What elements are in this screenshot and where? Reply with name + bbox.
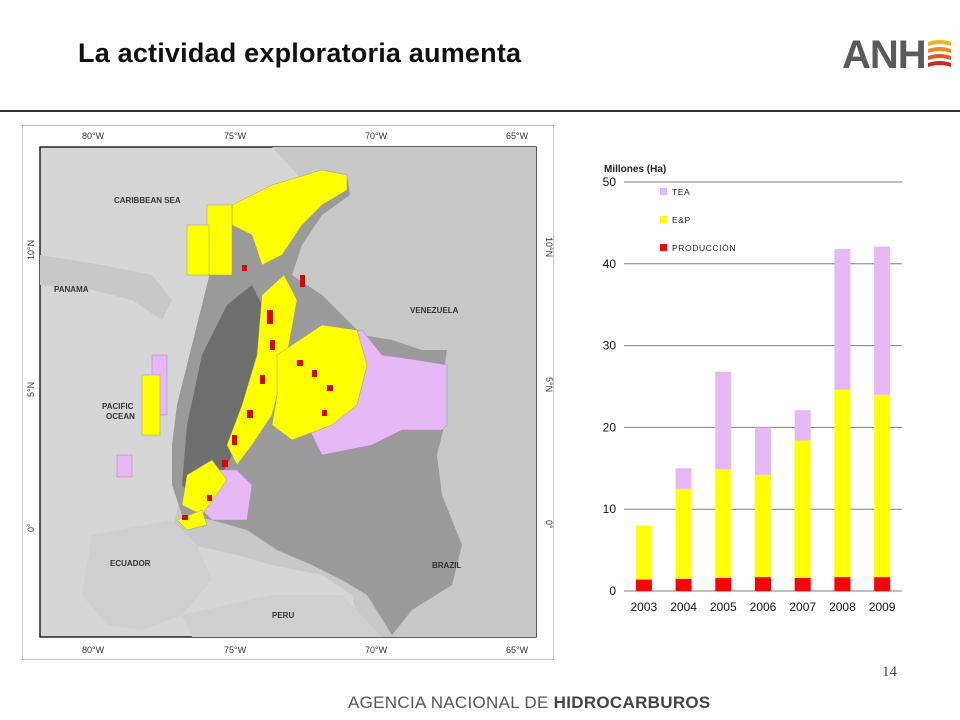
bar-segment: [834, 249, 851, 390]
place-panama: PANAMA: [54, 285, 89, 294]
bar-segment: [715, 371, 732, 470]
y-tick-label: 50: [603, 175, 617, 189]
bar-segment: [635, 525, 652, 580]
legend-label: TEA: [672, 187, 690, 197]
place-pacific: PACIFIC: [102, 402, 134, 411]
lat-label-left: 5°N: [26, 382, 36, 397]
x-tick-label: 2004: [670, 600, 697, 614]
bar-segment: [675, 578, 692, 591]
anh-flame-icon: [928, 40, 951, 67]
place-caribbean-sea: CARIBBEAN SEA: [114, 196, 181, 205]
y-axis-label: Millones (Ha): [604, 164, 666, 175]
bar-segment: [675, 468, 692, 489]
bar-segment: [755, 577, 771, 591]
bar-segment: [794, 410, 811, 441]
place-ecuador: ECUADOR: [110, 559, 151, 568]
bar-segment: [874, 394, 891, 578]
andes-relief: [182, 285, 272, 505]
lon-label-bottom: 80°W: [82, 645, 105, 655]
colombia-blocks-map: 80°W 75°W 70°W 65°W 80°W 75°W 70°W 65°W …: [22, 125, 554, 660]
bar-segment: [834, 389, 851, 578]
bar-segment: [715, 577, 732, 591]
peru-land: [182, 595, 382, 637]
bar-segment: [834, 577, 851, 591]
x-tick-label: 2006: [750, 600, 777, 614]
y-tick-label: 0: [609, 584, 616, 598]
bar-segment: [794, 440, 811, 578]
legend-label: E&P: [672, 215, 691, 225]
lon-label-top: 70°W: [365, 131, 388, 141]
lon-label-top: 80°W: [82, 131, 105, 141]
bar-segment: [874, 577, 891, 591]
bar-segment: [675, 488, 692, 579]
place-peru: PERU: [272, 611, 294, 620]
legend-swatch: [660, 216, 667, 223]
lon-label-top: 75°W: [224, 131, 247, 141]
lat-label-left: 0°: [26, 523, 36, 532]
x-tick-label: 2005: [710, 600, 737, 614]
legend-label: PRODUCCIÓN: [672, 243, 736, 253]
footer-bold: HIDROCARBUROS: [553, 693, 711, 712]
bar-segment: [635, 579, 652, 591]
x-tick-label: 2009: [869, 600, 896, 614]
ep-blocks: [141, 169, 368, 531]
lon-label-bottom: 70°W: [365, 645, 388, 655]
legend-swatch: [660, 188, 667, 195]
stacked-bar-chart: Millones (Ha) 0 10 20 30 40 50 2003 2004 2005 20…: [603, 164, 902, 614]
bar-segment: [755, 427, 771, 475]
bar-segment: [794, 577, 811, 591]
bar-segment: [874, 246, 891, 395]
page-number: 14: [882, 664, 897, 680]
lat-label-left: 10°N: [26, 240, 36, 260]
y-tick-label: 20: [603, 420, 617, 434]
anh-logo-text: ANH: [842, 33, 927, 77]
place-brazil: BRAZIL: [432, 561, 461, 570]
panama-land: [40, 255, 172, 320]
lon-label-bottom: 75°W: [224, 645, 247, 655]
x-tick-label: 2007: [789, 600, 816, 614]
x-tick-label: 2008: [829, 600, 856, 614]
page-title: La actividad exploratoria aumenta: [78, 38, 522, 68]
lat-label-right: 0°: [544, 520, 554, 529]
lon-label-top: 65°W: [506, 131, 529, 141]
y-tick-label: 10: [603, 502, 617, 516]
bar-segment: [755, 474, 771, 578]
bar-segment: [715, 469, 732, 578]
footer-agency-name: AGENCIA NACIONAL DE HIDROCARBUROS: [348, 693, 711, 713]
y-tick-label: 30: [603, 339, 617, 353]
x-tick-label: 2003: [631, 600, 658, 614]
place-venezuela: VENEZUELA: [410, 306, 459, 315]
place-ocean: OCEAN: [106, 412, 135, 421]
legend-swatch: [660, 244, 667, 251]
ecuador-land: [82, 520, 212, 630]
footer-prefix: AGENCIA NACIONAL DE: [348, 693, 554, 712]
production-blocks: [182, 265, 333, 520]
anh-logo: ANH: [842, 32, 952, 78]
y-tick-label: 40: [603, 257, 617, 271]
header-divider: [0, 110, 960, 112]
lat-label-right: 5°N: [544, 377, 554, 392]
lon-label-bottom: 65°W: [506, 645, 529, 655]
lat-label-right: 10°N: [544, 237, 554, 257]
